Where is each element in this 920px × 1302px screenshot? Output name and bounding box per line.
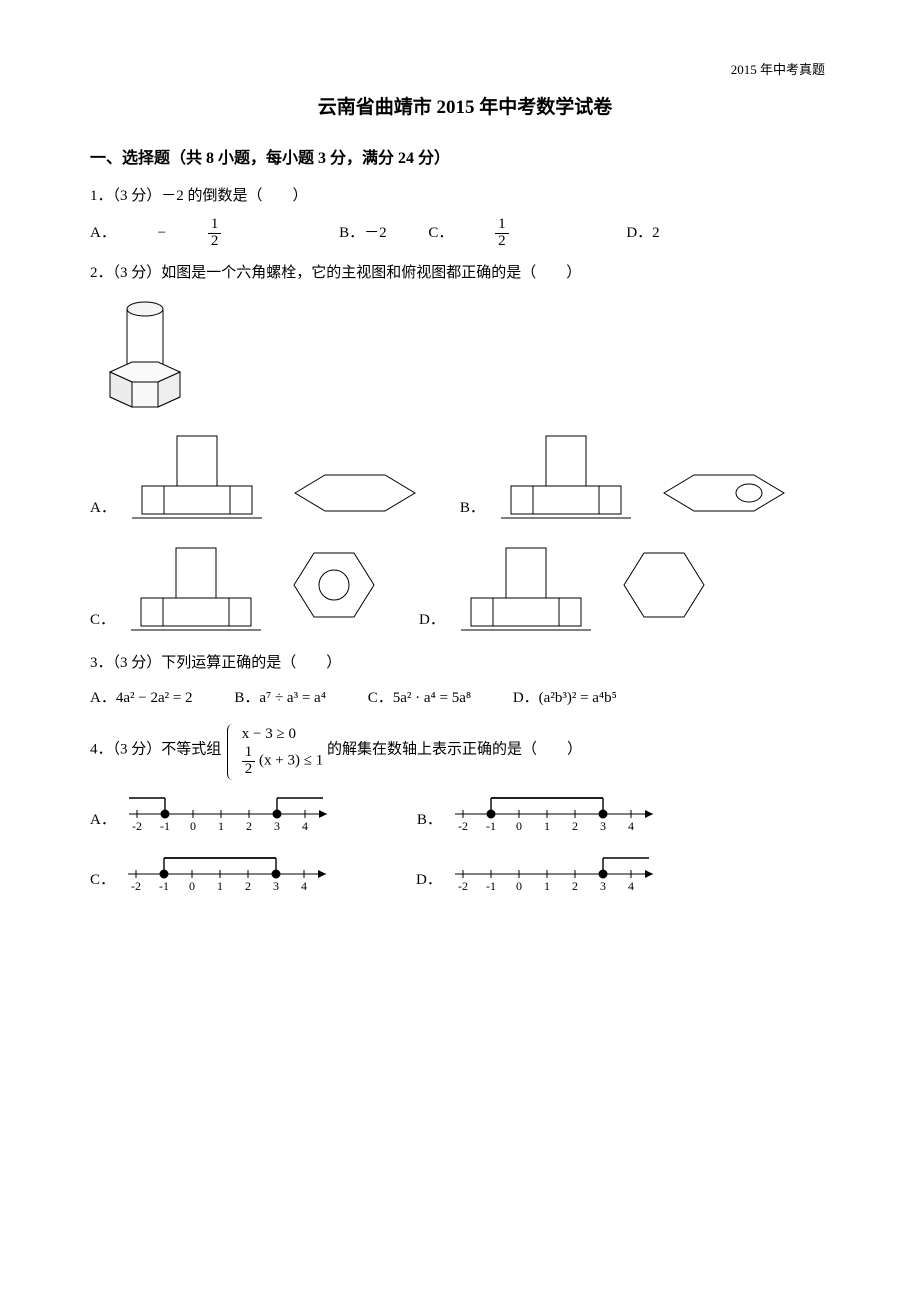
- svg-text:-1: -1: [159, 879, 169, 893]
- svg-text:2: 2: [572, 879, 578, 893]
- svg-text:4: 4: [628, 879, 634, 893]
- svg-text:-2: -2: [132, 819, 142, 833]
- svg-text:3: 3: [600, 819, 606, 833]
- brace-icon: [227, 724, 234, 780]
- svg-text:2: 2: [245, 879, 251, 893]
- svg-text:1: 1: [544, 819, 550, 833]
- q4-stem: 4．（3 分）不等式组 x − 3 ≥ 0 12 (x + 3) ≤ 1 的解集…: [90, 722, 840, 778]
- q3-opt-b: B．a⁷ ÷ a³ = a⁴: [234, 684, 326, 713]
- q3-stem: 3．（3 分）下列运算正确的是（ ）: [90, 649, 840, 678]
- svg-text:0: 0: [516, 819, 522, 833]
- svg-text:1: 1: [544, 879, 550, 893]
- svg-text:1: 1: [217, 879, 223, 893]
- q3-opt-d: D．(a²b³)² = a⁴b⁵: [513, 684, 617, 713]
- page-title: 云南省曲靖市 2015 年中考数学试卷: [90, 90, 840, 126]
- svg-text:-1: -1: [486, 879, 496, 893]
- svg-text:-2: -2: [458, 819, 468, 833]
- header-right: 2015 年中考真题: [731, 58, 825, 83]
- q2-opt-a: A．: [90, 428, 430, 523]
- hex-bolt-3d: [90, 294, 210, 424]
- top-view-hex-c: [279, 535, 389, 635]
- frac-1-2: 12: [495, 217, 547, 250]
- q2-opt-c: C．: [90, 535, 389, 635]
- front-view-c: [121, 540, 271, 635]
- q1-stem: 1．（3 分）－2 的倒数是（ ）: [90, 182, 840, 211]
- ineq-line-2: (x + 3) ≤ 1: [259, 753, 323, 769]
- top-view-hex-circle-b: [649, 463, 799, 523]
- svg-text:4: 4: [301, 879, 307, 893]
- numberline-a: -2 -1 0 1 2 3 4: [122, 784, 357, 834]
- section-1-title: 一、选择题（共 8 小题，每小题 3 分，满分 24 分）: [90, 144, 840, 174]
- svg-text:-2: -2: [458, 879, 468, 893]
- q2-bolt-figure: [90, 294, 840, 424]
- svg-text:-1: -1: [486, 819, 496, 833]
- q4-opt-d: D． -2-101234: [416, 844, 683, 894]
- inequality-system: x − 3 ≥ 0 12 (x + 3) ≤ 1: [242, 723, 323, 778]
- q1-opt-d: D．2: [626, 219, 659, 248]
- front-view-a: [122, 428, 272, 523]
- q1-options: A． − 12 B．－2 C． 12 D．2: [90, 217, 840, 250]
- q1-opt-a: A． − 12: [90, 217, 297, 250]
- q4-opt-a: A． -2-101234: [90, 784, 357, 834]
- numberline-c: -2 -1 0 1 2 3 4: [121, 844, 356, 894]
- svg-text:0: 0: [190, 819, 196, 833]
- numberline-d: -2 -1 0 1 2 3 4: [448, 844, 683, 894]
- top-view-hex-a: [280, 463, 430, 523]
- q1-opt-b: B．－2: [339, 219, 387, 248]
- svg-text:-1: -1: [160, 819, 170, 833]
- numberline-b: -2 -1 0 1 2 3 4: [448, 784, 683, 834]
- frac-1-2: 12: [208, 217, 260, 250]
- svg-text:4: 4: [628, 819, 634, 833]
- svg-text:2: 2: [572, 819, 578, 833]
- svg-text:-2: -2: [131, 879, 141, 893]
- svg-text:4: 4: [302, 819, 308, 833]
- q3-opt-c: C．5a² · a⁴ = 5a⁸: [368, 684, 471, 713]
- q4-opt-b: B． -2-101234: [417, 784, 683, 834]
- front-view-d: [451, 540, 601, 635]
- q1-opt-c: C． 12: [428, 217, 584, 250]
- ineq-line-1: x − 3 ≥ 0: [242, 726, 296, 742]
- svg-text:3: 3: [274, 819, 280, 833]
- q4-opt-c: C． -2-101234: [90, 844, 356, 894]
- svg-text:0: 0: [516, 879, 522, 893]
- svg-text:3: 3: [273, 879, 279, 893]
- frac-1-2: 12: [242, 745, 256, 778]
- top-view-hex-d: [609, 535, 719, 635]
- q3-options: A．4a² − 2a² = 2 B．a⁷ ÷ a³ = a⁴ C．5a² · a…: [90, 683, 840, 712]
- q2-opt-d: D．: [419, 535, 719, 635]
- svg-text:3: 3: [600, 879, 606, 893]
- front-view-b: [491, 428, 641, 523]
- svg-text:2: 2: [246, 819, 252, 833]
- q2-stem: 2．（3 分）如图是一个六角螺栓，它的主视图和俯视图都正确的是（ ）: [90, 259, 840, 288]
- q2-opt-b: B．: [460, 428, 799, 523]
- svg-text:0: 0: [189, 879, 195, 893]
- svg-text:1: 1: [218, 819, 224, 833]
- q3-opt-a: A．4a² − 2a² = 2: [90, 684, 193, 713]
